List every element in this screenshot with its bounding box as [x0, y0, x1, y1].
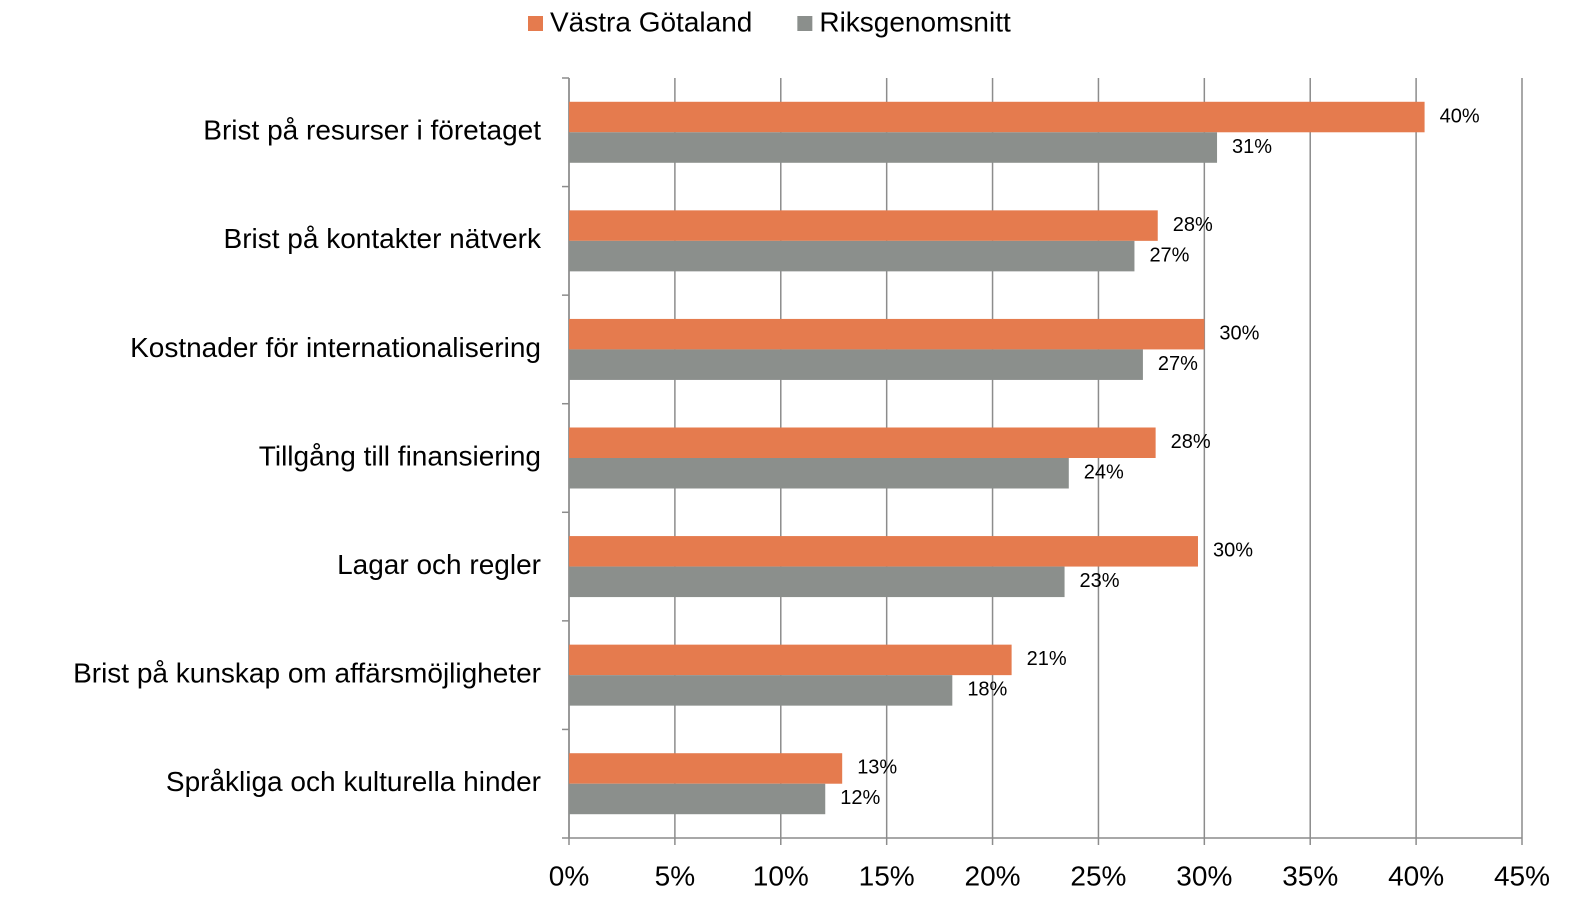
- bar: [569, 536, 1198, 567]
- legend-label: Riksgenomsnitt: [819, 6, 1011, 37]
- y-tick-label: Kostnader för internationalisering: [130, 332, 541, 363]
- y-tick-label: Lagar och regler: [337, 549, 541, 580]
- data-label: 21%: [1027, 648, 1067, 670]
- x-tick-label: 20%: [965, 860, 1021, 891]
- x-tick-label: 5%: [655, 860, 695, 891]
- x-tick-label: 25%: [1070, 860, 1126, 891]
- y-tick-label: Tillgång till finansiering: [259, 440, 541, 471]
- bar: [569, 318, 1205, 350]
- data-label: 18%: [967, 679, 1007, 701]
- x-tick-label: 10%: [753, 860, 809, 891]
- data-label: 27%: [1158, 353, 1198, 375]
- data-label: 24%: [1084, 462, 1124, 484]
- data-label: 30%: [1213, 540, 1253, 562]
- legend-swatch: [528, 16, 543, 31]
- bar: [569, 753, 843, 784]
- data-label: 28%: [1171, 431, 1211, 453]
- data-label: 23%: [1080, 570, 1120, 592]
- y-tick-label: Brist på resurser i företaget: [203, 115, 541, 146]
- legend-label: Västra Götaland: [550, 6, 752, 37]
- legend-swatch: [797, 16, 813, 31]
- data-label: 12%: [840, 787, 880, 809]
- bar: [569, 783, 826, 815]
- x-tick-label: 35%: [1282, 860, 1338, 891]
- x-tick-label: 0%: [549, 860, 589, 891]
- bar: [569, 675, 953, 706]
- bar: [569, 644, 1012, 676]
- data-label: 27%: [1149, 244, 1189, 266]
- bar: [569, 349, 1143, 380]
- bar: [569, 210, 1158, 241]
- x-tick-label: 30%: [1176, 860, 1232, 891]
- bar: [569, 132, 1218, 163]
- data-label: 40%: [1440, 105, 1480, 127]
- x-tick-label: 45%: [1494, 860, 1550, 891]
- y-tick-label: Brist på kontakter nätverk: [224, 223, 542, 254]
- bar: [569, 240, 1135, 272]
- y-tick-label: Brist på kunskap om affärsmöjligheter: [73, 658, 541, 689]
- bar: [569, 427, 1156, 458]
- y-tick-label: Språkliga och kulturella hinder: [166, 766, 541, 797]
- data-label: 13%: [857, 757, 897, 779]
- data-label: 30%: [1219, 322, 1259, 344]
- bar: [569, 101, 1425, 133]
- data-label: 28%: [1173, 214, 1213, 236]
- data-label: 31%: [1232, 136, 1272, 158]
- x-tick-label: 15%: [859, 860, 915, 891]
- x-tick-label: 40%: [1388, 860, 1444, 891]
- bar: [569, 566, 1065, 598]
- bar: [569, 458, 1069, 489]
